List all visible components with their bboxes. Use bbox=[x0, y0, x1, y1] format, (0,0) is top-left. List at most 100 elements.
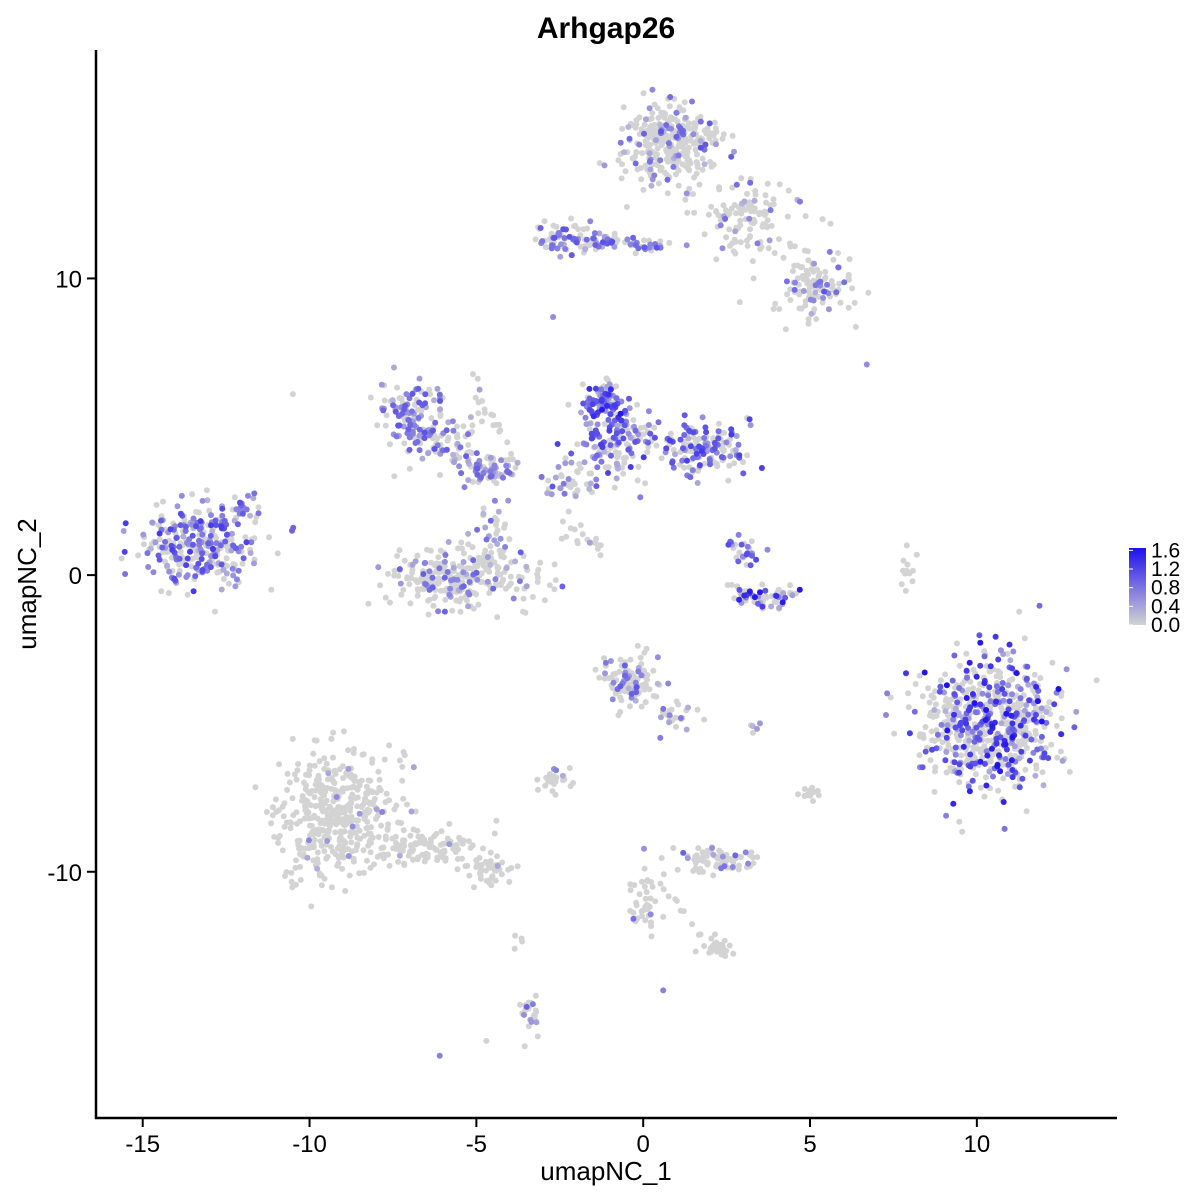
cell-point bbox=[122, 520, 129, 527]
chart-title: Arhgap26 bbox=[537, 12, 675, 45]
cell-point bbox=[510, 595, 517, 602]
cell-point bbox=[916, 672, 923, 679]
cell-point bbox=[1022, 766, 1029, 773]
cell-point bbox=[135, 552, 142, 559]
cell-point bbox=[782, 326, 789, 333]
cell-point bbox=[757, 720, 763, 727]
cell-point bbox=[538, 473, 545, 480]
cell-point bbox=[1009, 734, 1016, 741]
cell-point bbox=[183, 562, 190, 569]
cell-point bbox=[198, 556, 205, 562]
cell-point bbox=[723, 234, 730, 241]
cell-point bbox=[315, 785, 322, 792]
cell-point bbox=[932, 701, 939, 708]
cell-point bbox=[748, 538, 755, 545]
cell-point bbox=[1007, 752, 1014, 759]
cell-point bbox=[1028, 736, 1035, 743]
cell-point bbox=[345, 747, 352, 754]
cell-point bbox=[456, 598, 463, 605]
cell-point bbox=[891, 730, 898, 737]
cell-point bbox=[776, 181, 783, 188]
cell-point bbox=[239, 510, 246, 517]
cell-point bbox=[619, 125, 626, 132]
cell-point bbox=[720, 131, 727, 138]
cell-point bbox=[640, 90, 647, 97]
cell-point bbox=[983, 774, 989, 781]
cell-point bbox=[943, 749, 950, 755]
cell-point bbox=[675, 701, 682, 708]
cell-point bbox=[607, 411, 614, 418]
cell-point bbox=[701, 231, 708, 238]
cell-point bbox=[606, 381, 613, 388]
cell-point bbox=[696, 443, 703, 450]
cell-point bbox=[1009, 720, 1016, 727]
cell-point bbox=[507, 573, 514, 580]
cell-point bbox=[192, 573, 199, 580]
cell-point bbox=[776, 236, 782, 243]
cell-point bbox=[641, 237, 647, 244]
cell-point bbox=[383, 412, 390, 419]
cell-point bbox=[819, 299, 826, 306]
cell-point bbox=[288, 820, 295, 827]
cell-point bbox=[437, 406, 444, 413]
cell-point bbox=[605, 470, 611, 476]
cell-point bbox=[405, 426, 412, 433]
cell-point bbox=[469, 371, 476, 378]
cell-point bbox=[347, 771, 354, 778]
cell-point bbox=[794, 275, 801, 282]
cell-point bbox=[488, 882, 495, 889]
cell-point bbox=[702, 141, 709, 148]
cell-point bbox=[809, 784, 816, 791]
cell-point bbox=[250, 495, 257, 502]
cell-point bbox=[573, 239, 580, 246]
cell-point bbox=[953, 640, 960, 647]
cell-point bbox=[390, 402, 397, 409]
cell-point bbox=[963, 720, 970, 727]
cell-point bbox=[944, 722, 951, 729]
cell-point bbox=[446, 820, 453, 827]
cell-point bbox=[655, 114, 662, 121]
cell-point bbox=[740, 470, 747, 477]
cell-point bbox=[691, 174, 697, 181]
cell-point bbox=[690, 191, 697, 197]
cell-point bbox=[931, 788, 938, 795]
cell-point bbox=[602, 670, 608, 677]
cell-point bbox=[765, 245, 772, 252]
cell-point bbox=[592, 666, 599, 673]
cell-point bbox=[976, 632, 983, 639]
cell-point bbox=[601, 655, 608, 662]
cell-point bbox=[800, 288, 807, 294]
cell-point bbox=[701, 943, 708, 949]
cell-point bbox=[235, 567, 242, 574]
cell-point bbox=[673, 897, 680, 904]
cell-point bbox=[1004, 650, 1011, 657]
cell-point bbox=[735, 558, 742, 565]
cell-point bbox=[647, 241, 654, 248]
cell-point bbox=[473, 450, 480, 457]
cell-point bbox=[694, 706, 701, 713]
cell-point bbox=[566, 765, 573, 771]
cell-point bbox=[817, 278, 824, 285]
cell-point bbox=[642, 903, 649, 910]
cell-point bbox=[431, 833, 438, 840]
cell-point bbox=[758, 465, 765, 471]
cell-point bbox=[156, 536, 163, 543]
cell-point bbox=[732, 228, 739, 235]
cell-point bbox=[582, 246, 589, 253]
cell-point bbox=[231, 494, 238, 501]
cell-point bbox=[560, 777, 566, 784]
cell-point bbox=[644, 878, 651, 884]
cell-point bbox=[349, 823, 356, 830]
cell-point bbox=[801, 786, 808, 792]
cell-point bbox=[1045, 755, 1052, 761]
cell-point bbox=[359, 751, 366, 758]
cell-point bbox=[937, 683, 944, 690]
cell-point bbox=[704, 125, 711, 132]
cell-point bbox=[451, 459, 457, 466]
cell-point bbox=[210, 545, 216, 552]
cell-point bbox=[805, 271, 811, 278]
cell-point bbox=[912, 681, 919, 687]
cell-point bbox=[713, 863, 720, 870]
cell-point bbox=[475, 601, 482, 608]
